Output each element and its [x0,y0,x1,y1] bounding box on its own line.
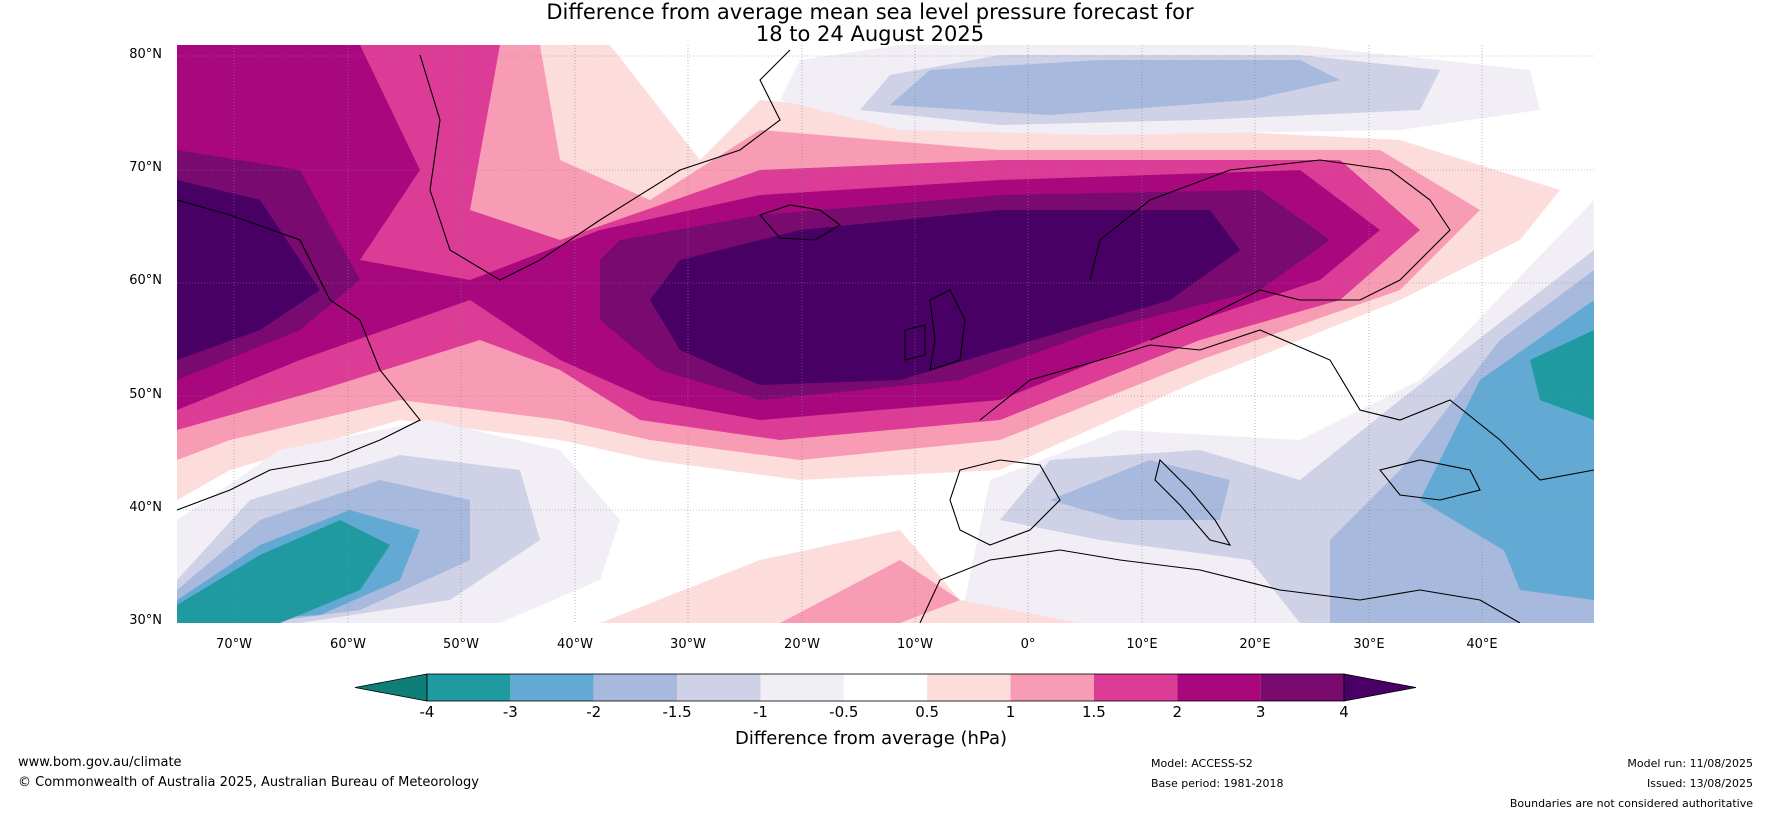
colorbar-tick-label: 1 [1005,703,1016,721]
colorbar-segment [593,674,678,701]
lon-label-0: 0° [1020,637,1036,652]
lon-label-20w: 20°W [784,637,820,652]
colorbar-frame [426,673,1345,702]
colorbar-tick-label: -1.5 [662,703,692,721]
colorbar-tick-label: 1.5 [1081,703,1106,721]
colorbar-segment [1260,674,1344,701]
lon-label-30w: 30°W [670,637,706,652]
base-period-text: Base period: 1981-2018 [1151,777,1284,790]
colorbar-tick-label: 2 [1172,703,1183,721]
lat-label-40n: 40°N [129,500,162,515]
issued-text: Issued: 13/08/2025 [1646,777,1753,790]
colorbar-segment [1010,674,1094,701]
disclaimer-text: Boundaries are not considered authoritat… [1509,797,1753,810]
colorbar-tick-label: 3 [1255,703,1266,721]
model-run-text: Model run: 11/08/2025 [1627,757,1753,770]
map-title-line2: 18 to 24 August 2025 [755,22,985,46]
model-text: Model: ACCESS-S2 [1151,757,1253,770]
lon-label-30e: 30°E [1353,637,1385,652]
graticule [177,45,1594,623]
copyright-text: © Commonwealth of Australia 2025, Austra… [18,775,479,790]
colorbar-tick-label: 0.5 [915,703,940,721]
colorbar-segment [427,674,511,701]
colorbar-segment [1093,674,1178,701]
lat-label-80n: 80°N [129,47,162,62]
lon-label-40e: 40°E [1466,637,1498,652]
anomaly-contours [177,45,1594,623]
lon-label-70w: 70°W [216,637,252,652]
colorbar-extend-low [354,673,428,702]
colorbar-tick-label: -0.5 [829,703,859,721]
colorbar-extend-high [1343,673,1417,702]
lat-label-70n: 70°N [129,160,162,175]
coastlines [177,49,1594,623]
colorbar-segment [843,674,928,701]
colorbar-tick-label: -1 [752,703,768,721]
lat-label-60n: 60°N [129,273,162,288]
lon-label-10e: 10°E [1126,637,1158,652]
colorbar-segment [760,674,844,701]
lat-label-30n: 30°N [129,613,162,628]
colorbar-tick-label: -4 [419,703,435,721]
colorbar-segment [927,674,1011,701]
lon-label-50w: 50°W [443,637,479,652]
colorbar-tick-label: -3 [502,703,518,721]
colorbar-tick-label: 4 [1339,703,1349,721]
lat-label-50n: 50°N [129,387,162,402]
colorbar-segment [1177,674,1261,701]
map-title-line1: Difference from average mean sea level p… [546,0,1194,24]
lon-label-10w: 10°W [897,637,933,652]
colorbar-segment [510,674,594,701]
lon-label-60w: 60°W [330,637,366,652]
lon-label-40w: 40°W [557,637,593,652]
colorbar-tick-label: -2 [586,703,602,721]
colorbar-label: Difference from average (hPa) [734,728,1008,749]
colorbar-segment [677,674,761,701]
website-link[interactable]: www.bom.gov.au/climate [18,755,182,770]
lon-label-20e: 20°E [1239,637,1271,652]
